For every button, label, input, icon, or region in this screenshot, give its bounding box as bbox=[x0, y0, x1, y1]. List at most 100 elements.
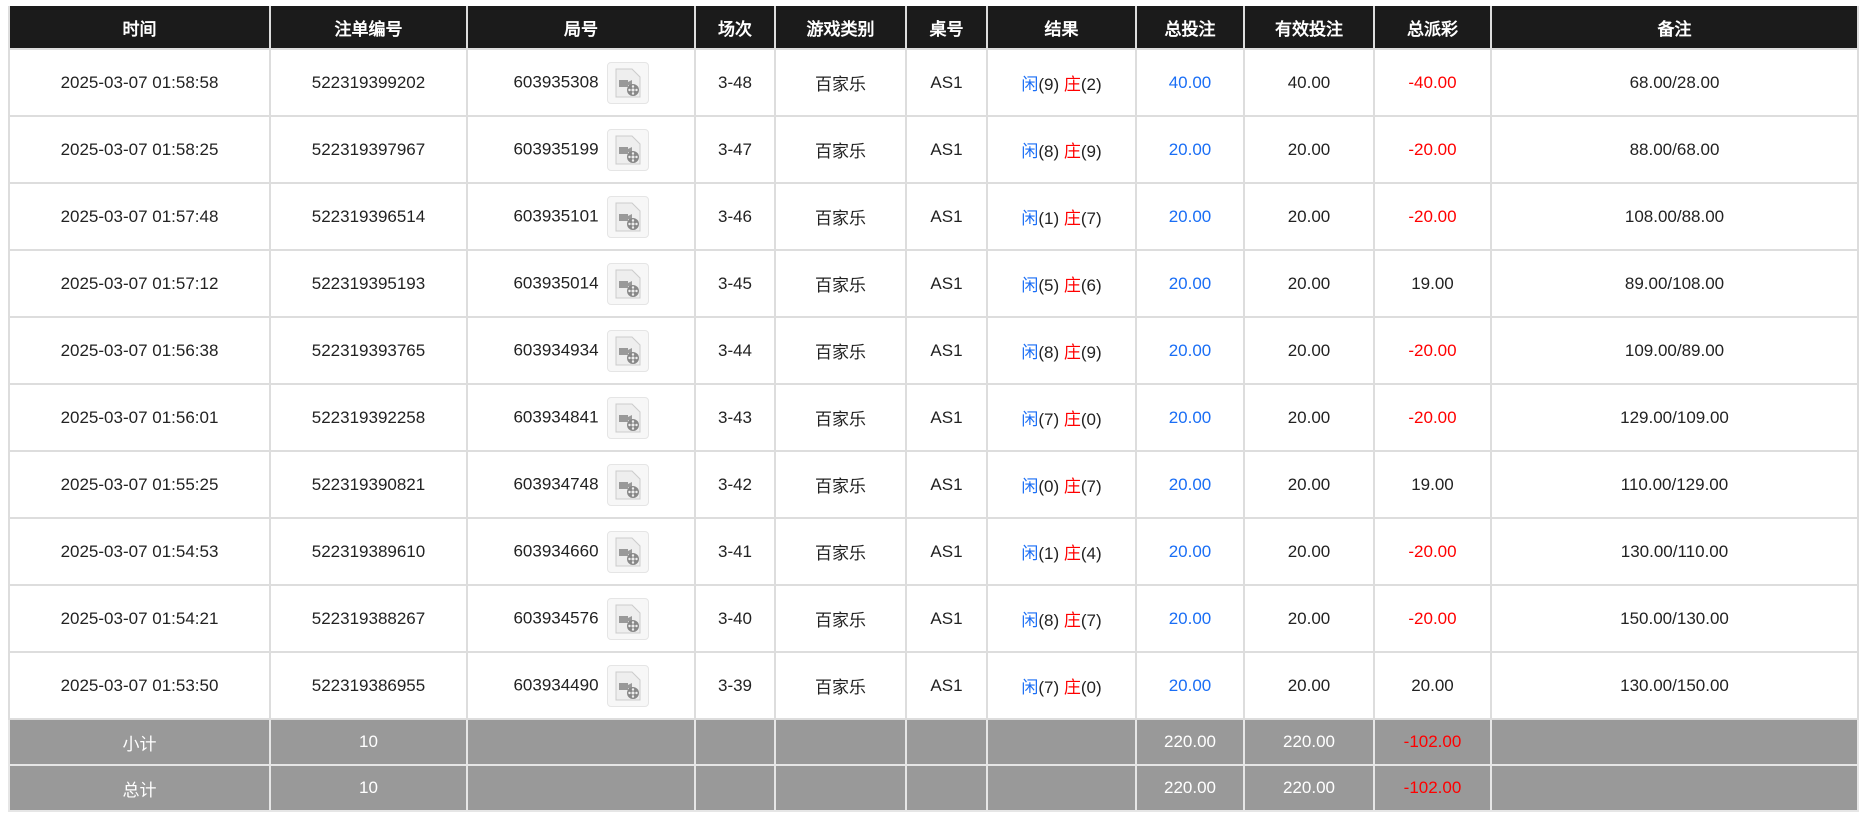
note-cell: 109.00/89.00 bbox=[1490, 316, 1859, 385]
round-cell: 603934934 bbox=[466, 316, 696, 385]
player-score: (1) bbox=[1038, 209, 1060, 228]
table-no-cell: AS1 bbox=[905, 249, 988, 318]
table-no-cell: AS1 bbox=[905, 48, 988, 117]
time-cell: 2025-03-07 01:55:25 bbox=[8, 450, 271, 519]
banker-label: 庄 bbox=[1063, 611, 1081, 630]
total-bet-cell: 20.00 bbox=[1135, 517, 1245, 586]
time-cell: 2025-03-07 01:54:21 bbox=[8, 584, 271, 653]
video-replay-icon[interactable] bbox=[606, 396, 649, 439]
round-cell: 603935101 bbox=[466, 182, 696, 251]
empty-cell bbox=[1490, 718, 1859, 766]
round-number: 603934841 bbox=[513, 406, 599, 426]
header-bet-id: 注单编号 bbox=[269, 6, 468, 50]
result-cell: 闲(8) 庄(9) bbox=[986, 316, 1137, 385]
header-time: 时间 bbox=[8, 6, 271, 50]
header-total-payout: 总派彩 bbox=[1373, 6, 1492, 50]
video-replay-icon[interactable] bbox=[606, 329, 649, 372]
player-score: (0) bbox=[1038, 477, 1060, 496]
round-cell: 603935308 bbox=[466, 48, 696, 117]
round-number: 603934490 bbox=[513, 674, 599, 694]
round-cell: 603934660 bbox=[466, 517, 696, 586]
summary-count: 10 bbox=[269, 764, 468, 812]
player-label: 闲 bbox=[1021, 544, 1039, 563]
round-cell: 603935199 bbox=[466, 115, 696, 184]
payout-cell: -40.00 bbox=[1373, 48, 1492, 117]
round-cell: 603935014 bbox=[466, 249, 696, 318]
round-number: 603934934 bbox=[513, 339, 599, 359]
note-cell: 68.00/28.00 bbox=[1490, 48, 1859, 117]
bet-id-cell: 522319392258 bbox=[269, 383, 468, 452]
video-replay-icon[interactable] bbox=[606, 463, 649, 506]
player-score: (8) bbox=[1038, 343, 1060, 362]
game-type-cell: 百家乐 bbox=[774, 182, 907, 251]
empty-cell bbox=[905, 718, 988, 766]
summary-total-bet: 220.00 bbox=[1135, 764, 1245, 812]
round-number: 603934576 bbox=[513, 607, 599, 627]
table-row: 2025-03-07 01:54:21 522319388267 6039345… bbox=[8, 584, 1859, 653]
session-cell: 3-41 bbox=[694, 517, 776, 586]
header-session: 场次 bbox=[694, 6, 776, 50]
table-row: 2025-03-07 01:58:25 522319397967 6039351… bbox=[8, 115, 1859, 184]
game-type-cell: 百家乐 bbox=[774, 115, 907, 184]
bet-id-cell: 522319396514 bbox=[269, 182, 468, 251]
bet-id-cell: 522319388267 bbox=[269, 584, 468, 653]
banker-score: (0) bbox=[1080, 410, 1102, 429]
banker-label: 庄 bbox=[1063, 343, 1081, 362]
player-label: 闲 bbox=[1021, 343, 1039, 362]
total-bet-cell: 20.00 bbox=[1135, 651, 1245, 720]
session-cell: 3-42 bbox=[694, 450, 776, 519]
valid-bet-cell: 20.00 bbox=[1243, 584, 1375, 653]
bet-id-cell: 522319399202 bbox=[269, 48, 468, 117]
player-score: (8) bbox=[1038, 611, 1060, 630]
video-replay-icon[interactable] bbox=[606, 61, 649, 104]
video-replay-icon[interactable] bbox=[606, 664, 649, 707]
payout-cell: -20.00 bbox=[1373, 182, 1492, 251]
result-cell: 闲(1) 庄(4) bbox=[986, 517, 1137, 586]
banker-label: 庄 bbox=[1063, 544, 1081, 563]
game-type-cell: 百家乐 bbox=[774, 651, 907, 720]
note-cell: 129.00/109.00 bbox=[1490, 383, 1859, 452]
time-cell: 2025-03-07 01:57:12 bbox=[8, 249, 271, 318]
session-cell: 3-46 bbox=[694, 182, 776, 251]
note-cell: 88.00/68.00 bbox=[1490, 115, 1859, 184]
result-cell: 闲(1) 庄(7) bbox=[986, 182, 1137, 251]
banker-label: 庄 bbox=[1063, 477, 1081, 496]
empty-cell bbox=[986, 718, 1137, 766]
bet-id-cell: 522319386955 bbox=[269, 651, 468, 720]
banker-score: (6) bbox=[1080, 276, 1102, 295]
time-cell: 2025-03-07 01:54:53 bbox=[8, 517, 271, 586]
banker-label: 庄 bbox=[1063, 142, 1081, 161]
time-cell: 2025-03-07 01:56:38 bbox=[8, 316, 271, 385]
banker-score: (2) bbox=[1080, 75, 1102, 94]
session-cell: 3-45 bbox=[694, 249, 776, 318]
round-number: 603935308 bbox=[513, 71, 599, 91]
valid-bet-cell: 40.00 bbox=[1243, 48, 1375, 117]
time-cell: 2025-03-07 01:56:01 bbox=[8, 383, 271, 452]
round-cell: 603934841 bbox=[466, 383, 696, 452]
player-label: 闲 bbox=[1021, 678, 1039, 697]
header-valid-bet: 有效投注 bbox=[1243, 6, 1375, 50]
video-replay-icon[interactable] bbox=[606, 597, 649, 640]
empty-cell bbox=[694, 764, 776, 812]
table-no-cell: AS1 bbox=[905, 383, 988, 452]
session-cell: 3-39 bbox=[694, 651, 776, 720]
payout-cell: 20.00 bbox=[1373, 651, 1492, 720]
video-replay-icon[interactable] bbox=[606, 195, 649, 238]
table-row: 2025-03-07 01:57:12 522319395193 6039350… bbox=[8, 249, 1859, 318]
table-row: 2025-03-07 01:54:53 522319389610 6039346… bbox=[8, 517, 1859, 586]
table-row: 2025-03-07 01:56:01 522319392258 6039348… bbox=[8, 383, 1859, 452]
header-note: 备注 bbox=[1490, 6, 1859, 50]
banker-label: 庄 bbox=[1063, 209, 1081, 228]
empty-cell bbox=[466, 718, 696, 766]
video-replay-icon[interactable] bbox=[606, 530, 649, 573]
table-no-cell: AS1 bbox=[905, 182, 988, 251]
empty-cell bbox=[694, 718, 776, 766]
round-number: 603935101 bbox=[513, 205, 599, 225]
video-replay-icon[interactable] bbox=[606, 128, 649, 171]
valid-bet-cell: 20.00 bbox=[1243, 383, 1375, 452]
session-cell: 3-47 bbox=[694, 115, 776, 184]
table-row: 2025-03-07 01:55:25 522319390821 6039347… bbox=[8, 450, 1859, 519]
note-cell: 110.00/129.00 bbox=[1490, 450, 1859, 519]
video-replay-icon[interactable] bbox=[606, 262, 649, 305]
valid-bet-cell: 20.00 bbox=[1243, 115, 1375, 184]
